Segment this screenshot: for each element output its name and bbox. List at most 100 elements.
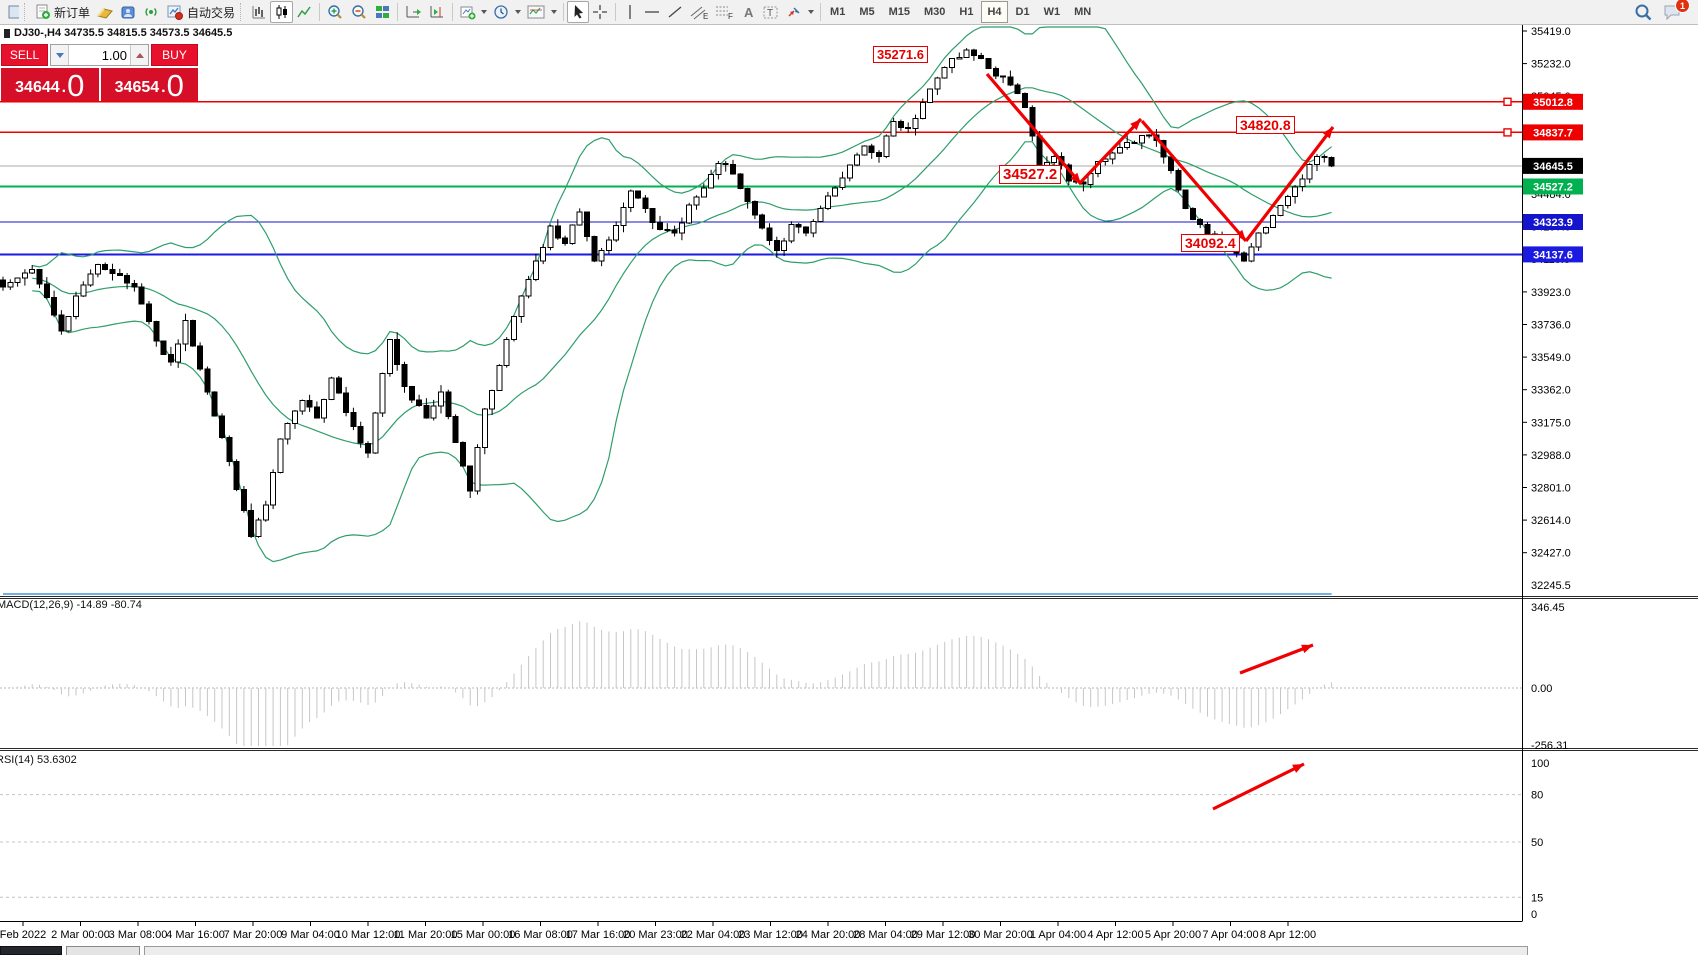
bar-chart-mode-button[interactable] xyxy=(247,1,270,23)
chart-tab-strip[interactable] xyxy=(144,946,1528,955)
svg-text:50: 50 xyxy=(1531,837,1543,849)
svg-text:16 Mar 08:00: 16 Mar 08:00 xyxy=(508,929,573,941)
svg-text:F: F xyxy=(728,12,733,20)
timeframe-button-M15[interactable]: M15 xyxy=(888,6,910,18)
timeframe-button-MN[interactable]: MN xyxy=(1074,6,1092,18)
search-icon[interactable] xyxy=(1634,3,1652,21)
buy-price-display[interactable]: 34654. 0 xyxy=(100,68,198,101)
data-window-button[interactable] xyxy=(117,1,140,23)
svg-text:20 Mar 23:00: 20 Mar 23:00 xyxy=(623,929,688,941)
market-watch-button[interactable] xyxy=(93,1,117,23)
line-chart-mode-button[interactable] xyxy=(293,1,316,23)
timeframe-button-W1[interactable]: W1 xyxy=(1043,6,1061,18)
price-axis[interactable]: 35419.035232.035045.034858.034671.034484… xyxy=(1522,26,1571,592)
svg-text:32245.5: 32245.5 xyxy=(1531,580,1571,592)
indicator-axes: 346.45 0.00 -256.31 100 80 50 15 0 xyxy=(1531,602,1568,921)
cursor-icon xyxy=(574,5,584,19)
svg-text:3 Mar 08:00: 3 Mar 08:00 xyxy=(109,929,168,941)
price-annotation[interactable]: 34820.8 xyxy=(1236,116,1295,134)
svg-text:35012.8: 35012.8 xyxy=(1533,97,1573,109)
svg-text:1 Apr 04:00: 1 Apr 04:00 xyxy=(1030,929,1086,941)
bar-chart-icon xyxy=(252,6,266,19)
timeframe-button-M30[interactable]: M30 xyxy=(924,6,946,18)
volume-value[interactable]: 1.00 xyxy=(101,47,127,63)
window-icon[interactable] xyxy=(0,1,22,23)
fibonacci-tool-button[interactable]: F xyxy=(712,1,737,23)
one-click-trade-panel: SELL 1.00 BUY 34644. 0 34654. 0 xyxy=(1,44,198,101)
svg-text:33175.0: 33175.0 xyxy=(1531,417,1571,429)
chart-shift-button[interactable] xyxy=(425,1,449,23)
tile-windows-button[interactable] xyxy=(371,1,394,23)
sell-button[interactable]: SELL xyxy=(1,44,48,66)
svg-text:22 Mar 04:00: 22 Mar 04:00 xyxy=(681,929,746,941)
radio-signal-icon xyxy=(145,8,157,16)
svg-text:33362.0: 33362.0 xyxy=(1531,385,1571,397)
panel-borders xyxy=(0,24,1698,922)
auto-trading-button[interactable]: 自动交易 xyxy=(163,1,238,23)
timeframe-button-H1[interactable]: H1 xyxy=(959,6,974,18)
svg-text:4 Apr 12:00: 4 Apr 12:00 xyxy=(1087,929,1143,941)
news-button[interactable] xyxy=(140,1,163,23)
rsi-panel[interactable] xyxy=(0,593,1522,898)
bollinger-bands xyxy=(32,26,1332,563)
trend-arrows[interactable] xyxy=(985,72,1335,811)
sell-price-display[interactable]: 34644. 0 xyxy=(1,68,99,101)
chart-tab-1[interactable] xyxy=(0,946,62,955)
arrows-tool-button[interactable] xyxy=(783,1,817,23)
template-icon xyxy=(527,5,545,19)
cursor-tool-button[interactable] xyxy=(567,1,590,23)
svg-text:24 Mar 20:00: 24 Mar 20:00 xyxy=(796,929,861,941)
horizontal-line-tool-button[interactable] xyxy=(641,1,664,23)
ohlc-text: DJ30-,H4 34735.5 34815.5 34573.5 34645.5 xyxy=(14,27,233,39)
equidistant-channel-tool-button[interactable]: E xyxy=(687,1,712,23)
trendline-tool-button[interactable] xyxy=(664,1,687,23)
time-axis[interactable]: Feb 2022 2 Mar 00:003 Mar 08:004 Mar 16:0… xyxy=(0,921,1316,942)
template-button[interactable] xyxy=(524,1,560,23)
svg-text:35232.0: 35232.0 xyxy=(1531,59,1571,71)
svg-text:33549.0: 33549.0 xyxy=(1531,352,1571,364)
price-annotation[interactable]: 35271.6 xyxy=(873,46,928,63)
volume-increase-button[interactable] xyxy=(130,45,148,65)
macd-panel[interactable] xyxy=(0,593,1522,746)
period-button[interactable] xyxy=(490,1,524,23)
trendline-icon xyxy=(668,6,682,18)
svg-text:Feb 2022: Feb 2022 xyxy=(0,929,46,941)
svg-text:10 Mar 12:00: 10 Mar 12:00 xyxy=(336,929,401,941)
candles-layer[interactable] xyxy=(0,48,1335,538)
buy-button[interactable]: BUY xyxy=(151,44,198,66)
timeframe-button-H4[interactable]: H4 xyxy=(981,1,1008,23)
svg-text:35419.0: 35419.0 xyxy=(1531,26,1571,38)
svg-text:15: 15 xyxy=(1531,892,1543,904)
price-annotation[interactable]: 34092.4 xyxy=(1181,234,1240,252)
new-chart-button[interactable] xyxy=(456,1,490,23)
svg-text:28 Mar 04:00: 28 Mar 04:00 xyxy=(853,929,918,941)
chevron-down-icon xyxy=(481,10,488,14)
zoom-out-button[interactable] xyxy=(347,1,371,23)
zoom-out-icon xyxy=(352,4,366,19)
text-label-tool-button[interactable]: T xyxy=(759,1,783,23)
tile-windows-icon xyxy=(376,6,390,18)
price-annotation[interactable]: 34527.2 xyxy=(999,165,1062,184)
notification-badge: 1 xyxy=(1675,0,1690,13)
toolbar: 新订单 自动交易 xyxy=(0,0,1698,25)
svg-text:34137.6: 34137.6 xyxy=(1533,249,1573,261)
chevron-down-icon xyxy=(515,10,522,14)
new-order-button[interactable]: 新订单 xyxy=(31,1,93,23)
chart-tabs xyxy=(0,946,1698,955)
crosshair-tool-button[interactable] xyxy=(589,1,612,23)
notifications-button[interactable]: 1 xyxy=(1662,0,1690,21)
candlestick-mode-button[interactable] xyxy=(270,1,294,23)
vertical-line-icon xyxy=(628,5,631,19)
timeframe-button-M1[interactable]: M1 xyxy=(830,6,846,18)
new-order-label: 新订单 xyxy=(54,5,91,20)
svg-text:34837.7: 34837.7 xyxy=(1533,127,1573,139)
zoom-in-button[interactable] xyxy=(323,1,347,23)
timeframe-button-M5[interactable]: M5 xyxy=(859,6,875,18)
text-tool-button[interactable]: A xyxy=(737,1,759,23)
chart-tab-2[interactable] xyxy=(66,946,140,955)
auto-scroll-button[interactable] xyxy=(401,1,425,23)
volume-decrease-button[interactable] xyxy=(51,45,69,65)
timeframe-button-D1[interactable]: D1 xyxy=(1015,6,1030,18)
vertical-line-tool-button[interactable] xyxy=(619,1,641,23)
